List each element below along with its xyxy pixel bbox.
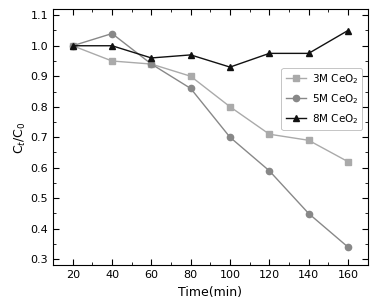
8M CeO$_2$ (110, 44, 114, 48)
8M CeO$_2$ (149, 56, 153, 60)
3M CeO$_2$ (306, 138, 311, 142)
3M CeO$_2$ (228, 105, 232, 109)
Line: 8M CeO$_2$: 8M CeO$_2$ (70, 27, 351, 70)
8M CeO$_2$ (306, 52, 311, 55)
5M CeO$_2$ (188, 87, 193, 90)
Legend: 3M CeO$_2$, 5M CeO$_2$, 8M CeO$_2$: 3M CeO$_2$, 5M CeO$_2$, 8M CeO$_2$ (282, 68, 362, 130)
5M CeO$_2$ (306, 212, 311, 215)
3M CeO$_2$ (110, 59, 114, 63)
5M CeO$_2$ (228, 135, 232, 139)
3M CeO$_2$ (267, 132, 272, 136)
5M CeO$_2$ (110, 32, 114, 35)
3M CeO$_2$ (70, 44, 75, 48)
8M CeO$_2$ (228, 65, 232, 69)
X-axis label: Time(min): Time(min) (179, 286, 242, 299)
3M CeO$_2$ (149, 62, 153, 66)
5M CeO$_2$ (267, 169, 272, 173)
Y-axis label: C$_t$/C$_0$: C$_t$/C$_0$ (13, 121, 28, 154)
8M CeO$_2$ (346, 29, 350, 32)
Line: 3M CeO$_2$: 3M CeO$_2$ (70, 43, 351, 165)
8M CeO$_2$ (70, 44, 75, 48)
3M CeO$_2$ (188, 74, 193, 78)
5M CeO$_2$ (70, 44, 75, 48)
5M CeO$_2$ (346, 245, 350, 249)
8M CeO$_2$ (267, 52, 272, 55)
3M CeO$_2$ (346, 160, 350, 163)
Line: 5M CeO$_2$: 5M CeO$_2$ (70, 30, 351, 250)
8M CeO$_2$ (188, 53, 193, 57)
5M CeO$_2$ (149, 62, 153, 66)
